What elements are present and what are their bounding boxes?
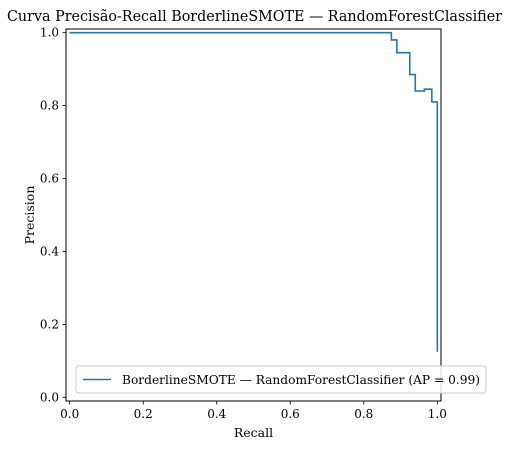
series-layer xyxy=(69,31,439,352)
x-tick-label: 0.4 xyxy=(207,407,226,421)
chart-title: Curva Precisão-Recall BorderlineSMOTE — … xyxy=(7,9,502,25)
y-tick-label: 0.4 xyxy=(40,244,59,258)
legend-label: BorderlineSMOTE — RandomForestClassifier… xyxy=(122,372,480,387)
x-tick-label: 0.8 xyxy=(354,407,373,421)
x-tick-label: 0.6 xyxy=(281,407,300,421)
y-tick-label: 0.2 xyxy=(40,317,59,331)
y-tick-label: 1.0 xyxy=(40,26,59,40)
y-tick-label: 0.0 xyxy=(40,390,59,404)
legend: BorderlineSMOTE — RandomForestClassifier… xyxy=(75,365,487,394)
x-tick-label: 1.0 xyxy=(428,407,447,421)
x-tick-label: 0.2 xyxy=(134,407,153,421)
pr-curve-line xyxy=(69,31,439,352)
x-axis-label: Recall xyxy=(234,425,273,440)
plot-frame xyxy=(65,28,442,402)
x-axis: 0.0 0.2 0.4 0.6 0.8 1.0 xyxy=(60,401,447,421)
legend-box xyxy=(75,365,487,394)
y-tick-label: 0.6 xyxy=(40,172,59,186)
x-tick-label: 0.0 xyxy=(60,407,79,421)
y-tick-label: 0.8 xyxy=(40,99,59,113)
y-axis: 0.0 0.2 0.4 0.6 0.8 1.0 xyxy=(40,26,66,404)
y-axis-label: Precision xyxy=(22,186,37,245)
